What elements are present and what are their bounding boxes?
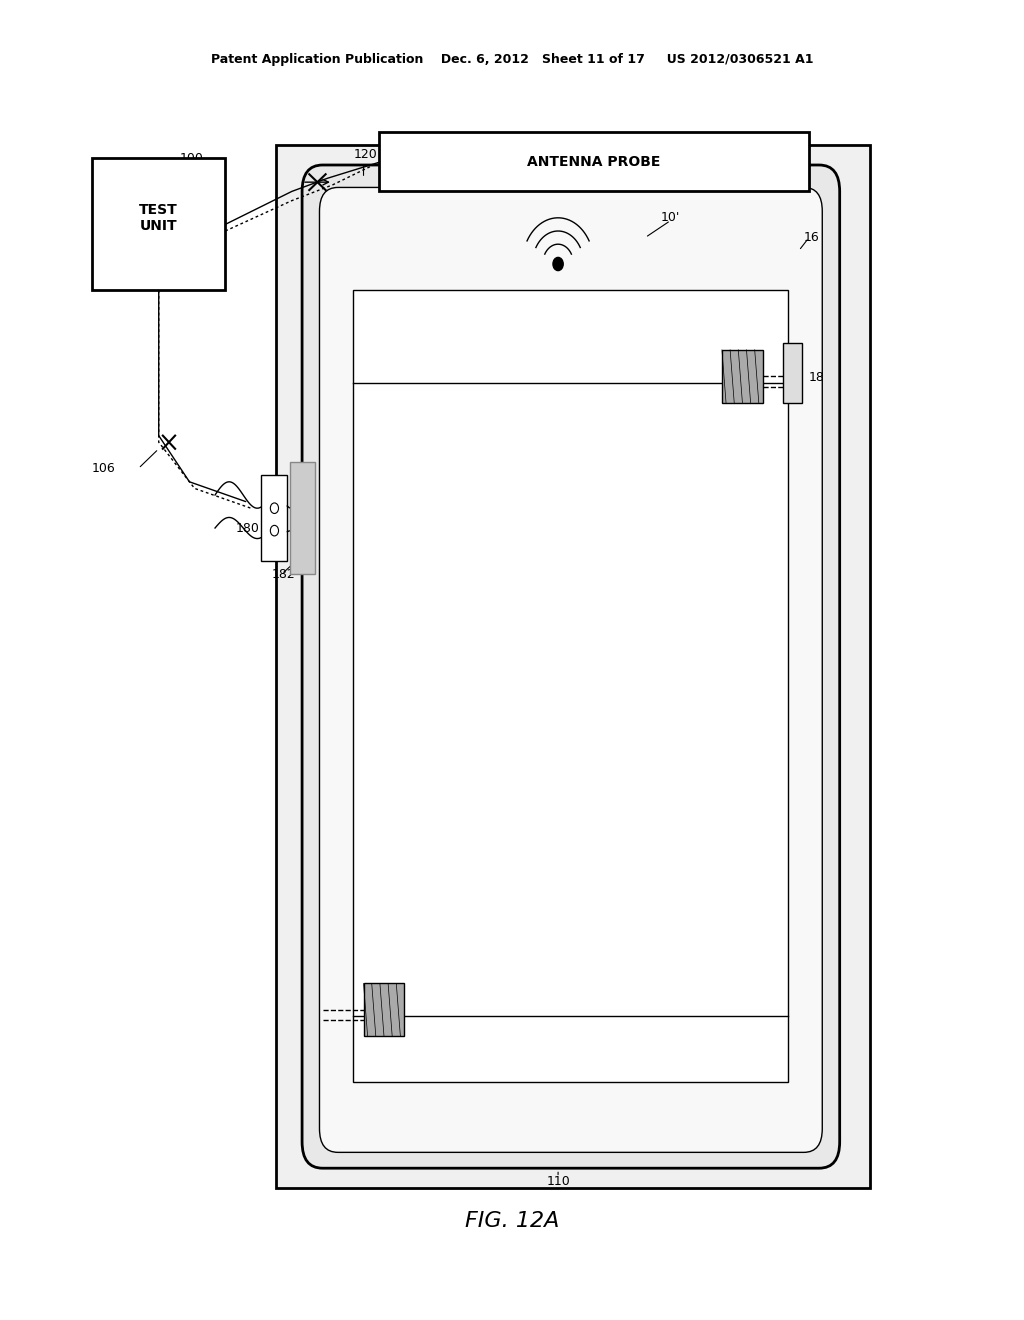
Bar — [364, 983, 404, 1036]
Text: 240: 240 — [579, 350, 602, 363]
Text: 100: 100 — [179, 152, 203, 165]
FancyBboxPatch shape — [302, 165, 840, 1168]
Text: 110: 110 — [546, 1175, 570, 1188]
Text: FIG. 12A: FIG. 12A — [465, 1210, 559, 1232]
Bar — [261, 475, 287, 561]
Text: 18: 18 — [809, 371, 825, 384]
Text: 16: 16 — [804, 231, 819, 244]
Text: 58: 58 — [773, 455, 790, 469]
Circle shape — [553, 257, 563, 271]
Text: 180: 180 — [236, 521, 259, 535]
Text: 116: 116 — [748, 176, 771, 189]
FancyBboxPatch shape — [319, 187, 822, 1152]
Text: 120: 120 — [353, 148, 377, 161]
Bar — [276, 145, 870, 1188]
Text: Patent Application Publication    Dec. 6, 2012   Sheet 11 of 17     US 2012/0306: Patent Application Publication Dec. 6, 2… — [211, 53, 813, 66]
Text: ANTENNA PROBE: ANTENNA PROBE — [527, 154, 660, 169]
Text: 182: 182 — [271, 568, 295, 581]
Bar — [290, 462, 315, 574]
Bar — [722, 350, 763, 403]
Bar — [783, 343, 802, 403]
Bar — [92, 158, 225, 290]
Text: TEST
UNIT: TEST UNIT — [139, 203, 178, 232]
Text: 10': 10' — [660, 211, 680, 224]
Text: 106: 106 — [92, 462, 116, 475]
Bar — [379, 132, 809, 191]
Bar — [353, 290, 788, 1082]
Text: 240: 240 — [374, 964, 397, 977]
